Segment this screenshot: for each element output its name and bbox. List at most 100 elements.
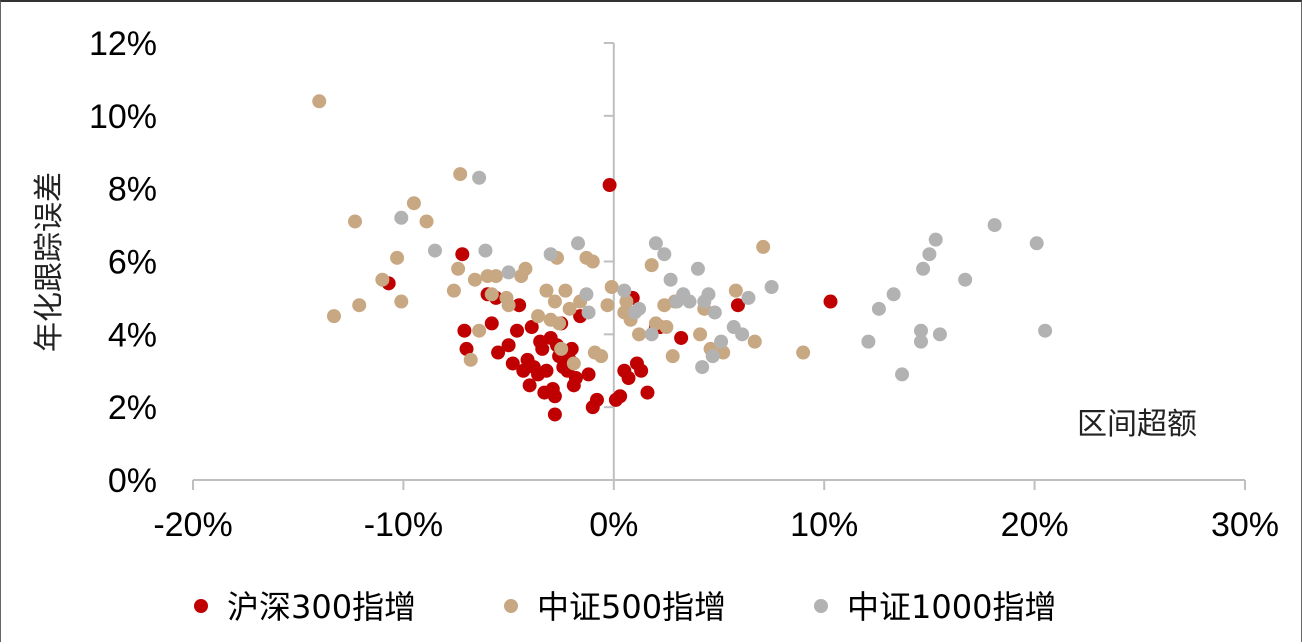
y-tick-label: 0% [108, 462, 157, 500]
x-tick-label: -10% [364, 506, 443, 544]
data-point [554, 341, 569, 356]
data-point [394, 294, 409, 309]
data-point [518, 261, 533, 276]
data-point [659, 320, 674, 335]
data-point [488, 269, 503, 284]
data-point [913, 323, 928, 338]
data-point [501, 265, 516, 280]
data-point [886, 287, 901, 302]
data-point [871, 301, 886, 316]
data-point [747, 334, 762, 349]
data-point [539, 283, 554, 298]
legend-marker [504, 599, 518, 613]
data-point [621, 371, 636, 386]
x-tick-label: 30% [1211, 506, 1279, 544]
y-tick-label: 6% [108, 244, 157, 282]
data-point [665, 349, 680, 364]
data-point [987, 218, 1002, 233]
data-point [453, 167, 468, 182]
data-point [312, 94, 327, 109]
data-point [419, 214, 434, 229]
data-point [562, 301, 577, 316]
legend-label: 中证1000指增 [847, 588, 1056, 626]
axes: -20% -10% 0% 10% 20% 30% 0% 2% 4% 6% 8% 10% 12% [89, 25, 1279, 544]
data-point [516, 363, 531, 378]
data-point [581, 367, 596, 382]
data-point [427, 243, 442, 258]
legend-marker [814, 599, 828, 613]
x-tick-label: -20% [153, 506, 232, 544]
data-point [484, 316, 499, 331]
data-point [539, 363, 554, 378]
data-point [707, 305, 722, 320]
data-point [714, 334, 729, 349]
data-point [451, 261, 466, 276]
data-point [406, 196, 421, 211]
data-point [524, 320, 539, 335]
data-point [796, 345, 811, 360]
data-point [589, 392, 604, 407]
y-tick-label: 12% [89, 25, 157, 63]
data-point [600, 298, 615, 313]
data-point [352, 298, 367, 313]
data-point [640, 385, 655, 400]
data-point [682, 294, 697, 309]
data-point [663, 272, 678, 287]
data-point [566, 356, 581, 371]
data-point [958, 272, 973, 287]
data-point [552, 316, 567, 331]
data-point [922, 247, 937, 262]
data-point [693, 327, 708, 342]
data-point [491, 345, 506, 360]
data-point [472, 170, 487, 185]
data-point [735, 327, 750, 342]
data-point [1038, 323, 1053, 338]
data-point [648, 316, 663, 331]
data-point [446, 283, 461, 298]
x-axis-title: 区间超额 [1077, 407, 1197, 442]
data-point [657, 298, 672, 313]
data-point [375, 272, 390, 287]
data-point [457, 323, 472, 338]
data-point [463, 352, 478, 367]
data-point [484, 287, 499, 302]
data-point [823, 294, 838, 309]
data-point [602, 178, 617, 193]
y-tick-label: 4% [108, 316, 157, 354]
data-point [547, 407, 562, 422]
series-3 [394, 170, 1053, 382]
data-point [543, 247, 558, 262]
data-point [1029, 236, 1044, 251]
data-point [348, 214, 363, 229]
data-point [478, 243, 493, 258]
data-point [564, 341, 579, 356]
y-tick-label: 2% [108, 389, 157, 427]
y-axis-title: 年化跟踪误差 [32, 172, 67, 352]
data-point [613, 389, 628, 404]
data-point [571, 236, 586, 251]
data-point [648, 236, 663, 251]
data-point [756, 239, 771, 254]
data-point [674, 330, 689, 345]
data-point [644, 327, 659, 342]
data-point [501, 338, 516, 353]
data-point [394, 210, 409, 225]
data-point [619, 294, 634, 309]
data-point [510, 323, 525, 338]
data-point [764, 279, 779, 294]
x-tick-label: 20% [1001, 506, 1069, 544]
data-point [505, 356, 520, 371]
data-point [467, 272, 482, 287]
data-point [531, 309, 546, 324]
data-point [472, 323, 487, 338]
data-point [741, 290, 756, 305]
data-point [913, 334, 928, 349]
data-point [916, 261, 931, 276]
data-point [522, 378, 537, 393]
data-point [459, 341, 474, 356]
y-tick-label: 10% [89, 98, 157, 136]
data-point [512, 298, 527, 313]
x-tick-label: 10% [790, 506, 858, 544]
data-point [705, 349, 720, 364]
